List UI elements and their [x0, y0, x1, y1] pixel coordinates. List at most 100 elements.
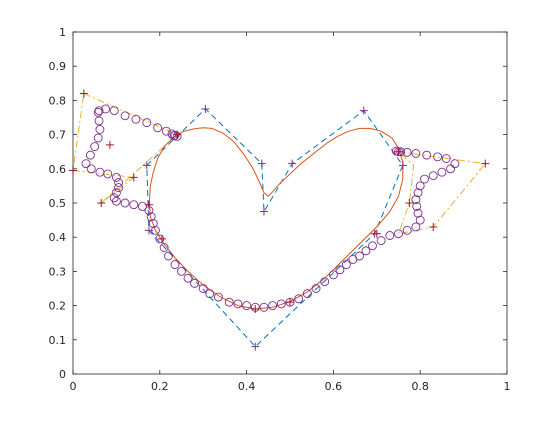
- circle-marker-53: [294, 294, 304, 304]
- circle-marker-50: [268, 301, 278, 311]
- circle-marker-42: [198, 284, 208, 293]
- circle-marker-36: [159, 243, 169, 252]
- circle-marker-0: [94, 106, 104, 116]
- circle-marker-62: [361, 246, 371, 256]
- circle-marker-61: [354, 251, 364, 261]
- plus-marker-12: [372, 229, 381, 238]
- x-tick-label: 0.4: [238, 380, 256, 393]
- y-tick-label: 0.6: [49, 163, 67, 176]
- plus-marker-8: [394, 147, 403, 156]
- circle-marker-80: [441, 154, 451, 163]
- y-tick-label: 0.2: [49, 300, 67, 313]
- circle-marker-2: [109, 106, 119, 116]
- circle-marker-64: [376, 236, 386, 246]
- circle-marker-20: [95, 167, 105, 177]
- y-tick-label: 1: [59, 26, 66, 39]
- y-tick-label: 0.1: [49, 334, 67, 347]
- circle-marker-28: [120, 198, 130, 208]
- plus-marker-6: [398, 161, 407, 170]
- circle-marker-74: [415, 181, 425, 191]
- plus-marker-5: [105, 140, 114, 149]
- circle-marker-45: [224, 297, 234, 307]
- circle-marker-84: [402, 147, 412, 157]
- plus-marker-9: [144, 226, 153, 235]
- circle-marker-51: [276, 299, 286, 309]
- plus-marker-13: [251, 305, 260, 314]
- circle-marker-9: [170, 130, 180, 140]
- series-line-0: [72, 93, 178, 204]
- circle-marker-79: [450, 159, 460, 169]
- x-tick-label: 0: [70, 380, 77, 393]
- circle-marker-7: [161, 126, 171, 136]
- circle-marker-33: [148, 219, 158, 228]
- circle-marker-83: [411, 148, 421, 158]
- circle-marker-81: [433, 152, 443, 162]
- circle-marker-68: [411, 222, 421, 232]
- x-tick-label: 0.8: [411, 380, 429, 393]
- series-line-3: [148, 127, 404, 310]
- circle-marker-24: [114, 183, 124, 193]
- y-tick-label: 0.9: [49, 60, 67, 73]
- circle-marker-12: [93, 107, 103, 117]
- plus-marker-2: [257, 159, 266, 168]
- y-tick-label: 0.4: [49, 231, 67, 244]
- circle-marker-47: [242, 301, 252, 311]
- plot-data: [69, 89, 490, 351]
- circle-marker-75: [420, 174, 429, 184]
- circle-marker-30: [137, 201, 147, 211]
- circle-marker-40: [183, 273, 193, 283]
- plus-marker-5: [359, 106, 368, 115]
- axes-box: [72, 31, 508, 375]
- plus-marker-8: [251, 342, 260, 351]
- circle-marker-78: [446, 164, 456, 174]
- circle-marker-49: [259, 302, 269, 312]
- circle-marker-65: [385, 231, 395, 240]
- circle-marker-38: [170, 260, 180, 270]
- circle-marker-18: [81, 159, 91, 169]
- circle-marker-82: [422, 150, 432, 160]
- circle-marker-13: [94, 116, 104, 126]
- plus-marker-0: [142, 161, 151, 170]
- plus-marker-9: [481, 159, 490, 168]
- circle-marker-76: [428, 171, 438, 181]
- y-tick-label: 0: [59, 368, 66, 381]
- circle-marker-17: [85, 150, 95, 160]
- plus-marker-7: [157, 234, 166, 243]
- circle-marker-69: [415, 215, 425, 225]
- circle-marker-72: [411, 195, 421, 205]
- circle-marker-46: [233, 299, 243, 309]
- plus-marker-3: [129, 173, 138, 182]
- circle-marker-21: [103, 169, 113, 179]
- plus-marker-14: [286, 298, 294, 307]
- circle-marker-54: [302, 289, 312, 299]
- circle-marker-39: [177, 266, 186, 276]
- axis-ticks: 0 0.2 0.4 0.6 0.8 1 0 0.1 0.2 0.3 0.4 0.5 0.6 0.7 0.8 0…: [49, 26, 511, 393]
- circle-marker-15: [93, 133, 103, 143]
- plus-marker-6: [144, 200, 153, 209]
- y-tick-label: 0.7: [49, 129, 67, 142]
- x-tick-label: 1: [504, 380, 511, 393]
- circle-marker-3: [120, 111, 130, 121]
- x-tick-label: 0.6: [325, 380, 343, 393]
- circle-marker-44: [213, 292, 223, 302]
- circle-marker-23: [114, 178, 124, 187]
- plus-marker-10: [429, 222, 438, 231]
- circle-marker-73: [413, 188, 423, 198]
- circle-marker-56: [320, 277, 330, 287]
- circle-marker-43: [205, 289, 215, 299]
- circle-marker-57: [328, 270, 338, 280]
- circle-marker-55: [311, 284, 321, 293]
- plus-marker-2: [97, 199, 106, 207]
- circle-marker-37: [164, 251, 173, 261]
- circle-marker-16: [90, 142, 100, 152]
- circle-marker-11: [169, 131, 179, 141]
- plus-marker-1: [173, 130, 182, 139]
- circle-marker-1: [101, 104, 111, 114]
- circle-marker-70: [413, 208, 423, 218]
- circle-marker-29: [129, 200, 139, 210]
- plus-marker-3: [259, 207, 268, 216]
- plus-marker-0: [79, 89, 88, 98]
- circle-marker-66: [394, 229, 403, 239]
